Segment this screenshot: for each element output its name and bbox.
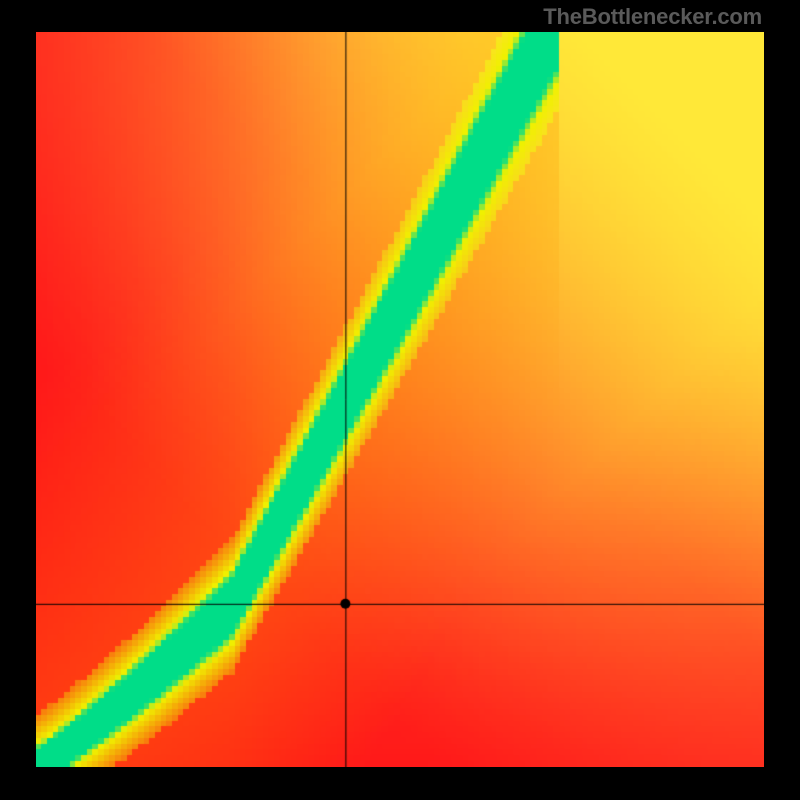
watermark-text: TheBottlenecker.com <box>543 4 762 30</box>
bottleneck-heatmap <box>36 32 764 767</box>
